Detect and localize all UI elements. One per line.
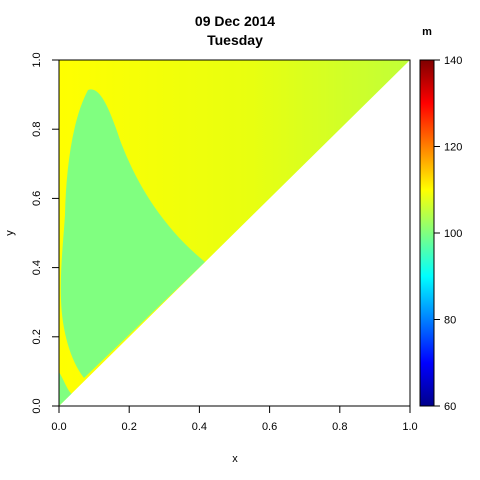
x-tick-label: 0.8 <box>332 421 347 433</box>
x-tick-label: 0.4 <box>192 421 207 433</box>
x-tick-label: 0.2 <box>122 421 137 433</box>
heatmap-field <box>59 60 410 406</box>
colorbar-axis: 60 80 100 120 140 <box>434 55 462 413</box>
y-tick-label: 1.0 <box>31 52 43 67</box>
low-value-region <box>60 89 206 379</box>
x-axis: 0.0 0.2 0.4 0.6 0.8 1.0 <box>51 406 418 433</box>
x-tick-label: 0.0 <box>51 421 66 433</box>
y-tick-label: 0.0 <box>31 398 43 413</box>
x-axis-label: x <box>232 453 238 465</box>
y-tick-label: 0.8 <box>31 122 43 137</box>
plot-frame <box>58 59 411 407</box>
colorbar-tick-label: 100 <box>444 228 462 240</box>
chart-title: 09 Dec 2014 <box>195 13 275 29</box>
colorbar <box>419 59 435 407</box>
colorbar-unit-label: m <box>422 26 432 38</box>
y-axis: 0.0 0.2 0.4 0.6 0.8 1.0 <box>31 52 59 414</box>
y-tick-label: 0.6 <box>31 191 43 206</box>
chart-subtitle: Tuesday <box>207 32 263 48</box>
colorbar-tick-label: 120 <box>444 142 462 154</box>
low-value-corner <box>59 372 72 406</box>
y-tick-label: 0.4 <box>31 260 43 275</box>
colorbar-tick-label: 80 <box>444 315 456 327</box>
colorbar-tick-label: 140 <box>444 55 462 67</box>
colorbar-tick-label: 60 <box>444 401 456 413</box>
y-axis-label: y <box>4 230 16 236</box>
x-tick-label: 1.0 <box>402 421 417 433</box>
x-tick-label: 0.6 <box>262 421 277 433</box>
y-tick-label: 0.2 <box>31 329 43 344</box>
